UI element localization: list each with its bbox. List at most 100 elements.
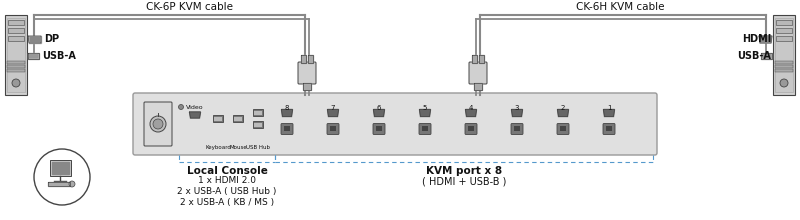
Polygon shape (29, 55, 37, 57)
Polygon shape (190, 112, 201, 118)
Text: 6: 6 (377, 105, 382, 111)
Polygon shape (48, 182, 70, 186)
Text: 5: 5 (423, 105, 427, 111)
Polygon shape (603, 110, 614, 117)
Circle shape (12, 79, 20, 87)
FancyBboxPatch shape (214, 117, 222, 121)
Text: Video: Video (186, 105, 204, 110)
FancyBboxPatch shape (253, 110, 263, 117)
FancyBboxPatch shape (775, 61, 793, 64)
Text: Keyboard: Keyboard (205, 145, 231, 150)
FancyBboxPatch shape (7, 61, 25, 64)
Text: Local Console: Local Console (186, 166, 267, 176)
FancyBboxPatch shape (234, 117, 242, 121)
Polygon shape (762, 55, 770, 57)
FancyBboxPatch shape (511, 123, 523, 134)
FancyBboxPatch shape (422, 126, 428, 132)
Text: 2 x USB-A ( KB / MS ): 2 x USB-A ( KB / MS ) (180, 198, 274, 207)
FancyBboxPatch shape (133, 93, 657, 155)
FancyBboxPatch shape (253, 121, 263, 128)
Polygon shape (558, 110, 569, 117)
Polygon shape (419, 110, 430, 117)
Polygon shape (51, 163, 69, 174)
Text: USB-A: USB-A (737, 51, 771, 61)
FancyBboxPatch shape (557, 123, 569, 134)
FancyBboxPatch shape (254, 123, 262, 127)
FancyBboxPatch shape (775, 65, 793, 68)
FancyBboxPatch shape (7, 18, 25, 92)
Circle shape (153, 119, 163, 129)
FancyBboxPatch shape (776, 28, 792, 33)
Text: Mouse: Mouse (229, 145, 247, 150)
Polygon shape (761, 37, 770, 41)
Polygon shape (761, 53, 772, 59)
FancyBboxPatch shape (603, 123, 615, 134)
Text: HDMI: HDMI (742, 34, 771, 44)
FancyBboxPatch shape (50, 161, 70, 176)
FancyBboxPatch shape (327, 123, 339, 134)
FancyBboxPatch shape (469, 62, 487, 84)
FancyBboxPatch shape (376, 126, 382, 132)
Text: 7: 7 (330, 105, 335, 111)
FancyBboxPatch shape (330, 126, 336, 132)
FancyBboxPatch shape (284, 126, 290, 132)
Circle shape (780, 79, 788, 87)
Polygon shape (474, 83, 482, 90)
FancyBboxPatch shape (281, 123, 293, 134)
Polygon shape (511, 110, 522, 117)
FancyBboxPatch shape (144, 102, 172, 146)
Polygon shape (30, 37, 39, 42)
Polygon shape (327, 110, 338, 117)
FancyBboxPatch shape (419, 123, 431, 134)
FancyBboxPatch shape (7, 69, 25, 72)
FancyBboxPatch shape (254, 111, 262, 115)
FancyBboxPatch shape (465, 123, 477, 134)
Text: 1 x HDMI 2.0: 1 x HDMI 2.0 (198, 176, 256, 185)
Text: ( HDMI + USB-B ): ( HDMI + USB-B ) (422, 177, 506, 187)
Text: USB-A: USB-A (42, 51, 76, 61)
FancyBboxPatch shape (775, 18, 793, 92)
FancyBboxPatch shape (776, 36, 792, 41)
FancyBboxPatch shape (8, 28, 24, 33)
Polygon shape (28, 53, 39, 59)
Text: 2 x USB-A ( USB Hub ): 2 x USB-A ( USB Hub ) (178, 187, 277, 196)
FancyBboxPatch shape (773, 15, 795, 95)
FancyBboxPatch shape (233, 116, 243, 123)
Polygon shape (472, 55, 477, 63)
FancyBboxPatch shape (8, 20, 24, 25)
Polygon shape (466, 110, 477, 117)
FancyBboxPatch shape (468, 126, 474, 132)
Text: CK-6P KVM cable: CK-6P KVM cable (146, 2, 234, 12)
Text: KVM port x 8: KVM port x 8 (426, 166, 502, 176)
Circle shape (34, 149, 90, 205)
FancyBboxPatch shape (7, 65, 25, 68)
Polygon shape (301, 55, 306, 63)
Text: 8: 8 (285, 105, 290, 111)
FancyBboxPatch shape (514, 126, 520, 132)
Polygon shape (282, 110, 293, 117)
Polygon shape (303, 83, 311, 90)
FancyBboxPatch shape (373, 123, 385, 134)
Circle shape (150, 116, 166, 132)
FancyBboxPatch shape (776, 20, 792, 25)
Circle shape (178, 104, 183, 110)
FancyBboxPatch shape (298, 62, 316, 84)
Text: USB Hub: USB Hub (246, 145, 270, 150)
Text: 2: 2 (561, 105, 565, 111)
Polygon shape (759, 36, 772, 43)
Circle shape (69, 181, 75, 187)
FancyBboxPatch shape (606, 126, 612, 132)
Text: 4: 4 (469, 105, 473, 111)
Polygon shape (374, 110, 385, 117)
Text: 3: 3 (514, 105, 519, 111)
Text: DP: DP (44, 34, 59, 44)
FancyBboxPatch shape (775, 69, 793, 72)
Polygon shape (308, 55, 313, 63)
FancyBboxPatch shape (8, 36, 24, 41)
Polygon shape (479, 55, 484, 63)
Text: CK-6H KVM cable: CK-6H KVM cable (576, 2, 664, 12)
Text: 1: 1 (606, 105, 611, 111)
Polygon shape (28, 36, 41, 43)
FancyBboxPatch shape (5, 15, 27, 95)
FancyBboxPatch shape (213, 116, 223, 123)
